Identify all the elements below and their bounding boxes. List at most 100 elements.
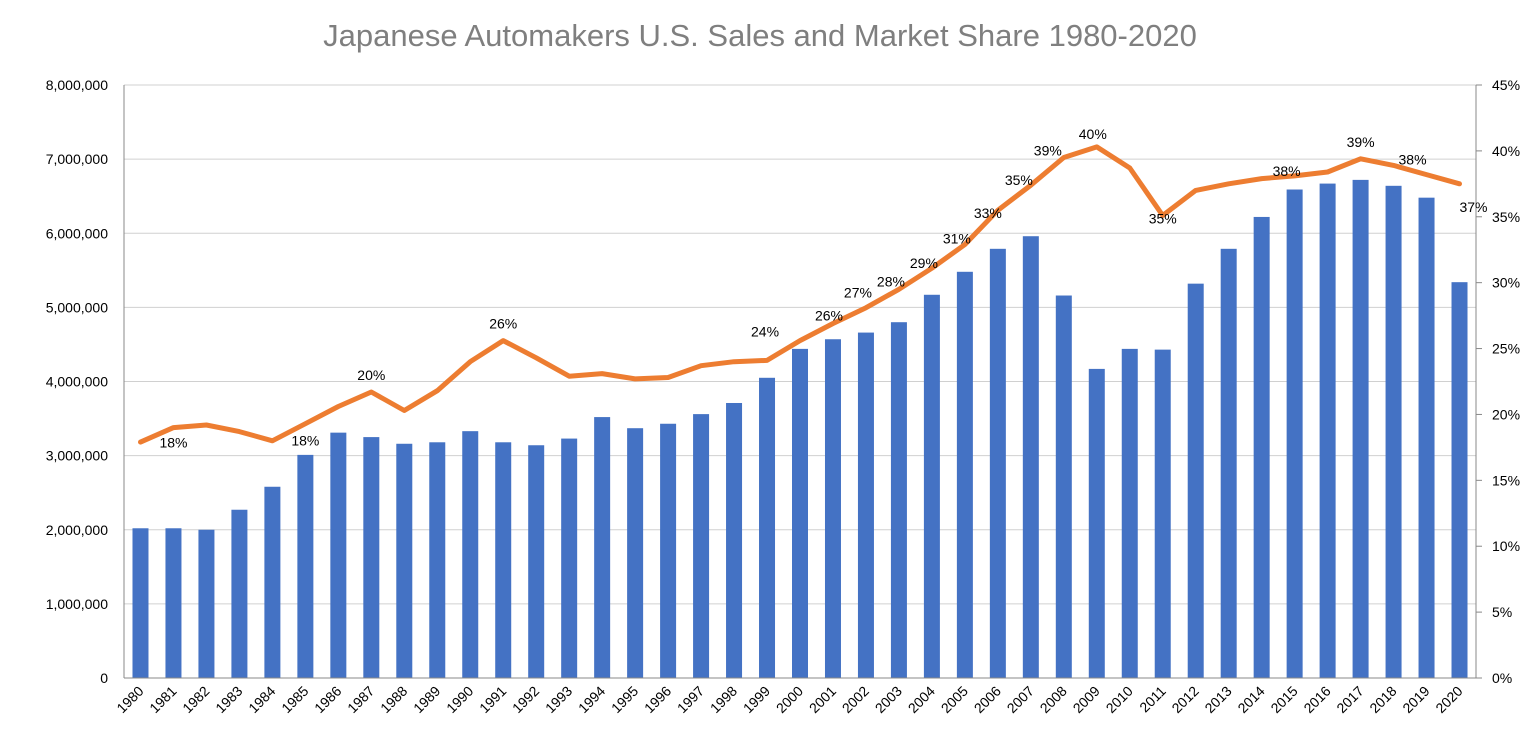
x-axis-tick-label: 2004 [905, 683, 938, 716]
x-axis-tick-label: 1999 [740, 683, 773, 716]
x-axis-tick-label: 2000 [773, 683, 806, 716]
left-axis-tick-label: 8,000,000 [46, 77, 108, 93]
data-label-2011: 35% [1149, 210, 1177, 226]
right-axis-tick-label: 25% [1492, 341, 1520, 357]
data-label-2019: 38% [1399, 152, 1427, 168]
right-axis-tick-label: 20% [1492, 406, 1520, 422]
data-label-2009: 40% [1079, 126, 1107, 142]
x-axis-tick-label: 2007 [1004, 683, 1037, 716]
data-label-2001: 26% [815, 308, 843, 324]
data-label-2007: 35% [1005, 172, 1033, 188]
data-label-2020: 37% [1459, 199, 1487, 215]
x-axis-tick-label: 1993 [542, 683, 575, 716]
bar-2008 [1056, 296, 1072, 678]
x-axis-tick-label: 1982 [179, 683, 212, 716]
bar-1988 [396, 444, 412, 678]
left-axis-tick-label: 7,000,000 [46, 151, 108, 167]
bar-1980 [132, 528, 148, 678]
bar-2013 [1221, 249, 1237, 678]
x-axis-tick-label: 1989 [410, 683, 443, 716]
bar-1983 [231, 510, 247, 678]
bar-2000 [792, 349, 808, 678]
bar-1999 [759, 378, 775, 678]
data-label-2004: 29% [910, 255, 938, 271]
x-axis-tick-label: 2011 [1136, 683, 1169, 716]
left-axis-tick-label: 6,000,000 [46, 225, 108, 241]
x-axis-tick-label: 2008 [1037, 683, 1070, 716]
right-axis-tick-label: 35% [1492, 209, 1520, 225]
x-axis-tick-label: 1985 [278, 683, 311, 716]
x-axis-tick-label: 1980 [113, 683, 146, 716]
left-axis-tick-label: 4,000,000 [46, 374, 108, 390]
bar-1993 [561, 439, 577, 678]
data-label-1985: 18% [291, 433, 319, 449]
bar-1996 [660, 424, 676, 678]
bar-2004 [924, 295, 940, 678]
bar-1985 [297, 455, 313, 678]
x-axis-tick-label: 2010 [1103, 683, 1136, 716]
x-axis-tick-label: 1983 [212, 683, 245, 716]
bar-2012 [1188, 284, 1204, 678]
bar-1991 [495, 442, 511, 678]
x-axis-tick-label: 1995 [608, 683, 641, 716]
right-axis-tick-label: 0% [1492, 670, 1512, 686]
right-axis-tick-label: 15% [1492, 472, 1520, 488]
x-axis-tick-label: 2018 [1366, 683, 1399, 716]
data-label-2005: 31% [943, 230, 971, 246]
bar-2007 [1023, 236, 1039, 678]
bar-2015 [1287, 190, 1303, 678]
x-axis-tick-label: 1991 [476, 683, 509, 716]
bar-2010 [1122, 349, 1138, 678]
bar-1982 [198, 530, 214, 678]
x-axis-tick-label: 2017 [1333, 683, 1366, 716]
left-axis-tick-label: 1,000,000 [46, 596, 108, 612]
bar-2019 [1419, 198, 1435, 678]
bar-1994 [594, 417, 610, 678]
data-label-1987: 20% [357, 367, 385, 383]
bar-2001 [825, 339, 841, 678]
data-label-1981: 18% [159, 435, 187, 451]
x-axis-tick-label: 2012 [1168, 683, 1201, 716]
right-axis-tick-label: 5% [1492, 604, 1512, 620]
x-axis-tick-label: 2016 [1300, 683, 1333, 716]
x-axis-tick-label: 2009 [1070, 683, 1103, 716]
chart-title: Japanese Automakers U.S. Sales and Marke… [323, 18, 1197, 53]
x-axis-tick-label: 1992 [509, 683, 542, 716]
x-axis-tick-label: 2006 [971, 683, 1004, 716]
bar-series [132, 180, 1467, 678]
data-label-2017: 39% [1347, 134, 1375, 150]
data-label-1999: 24% [751, 323, 779, 339]
bar-2006 [990, 249, 1006, 678]
x-axis-tick-label: 2003 [872, 683, 905, 716]
left-axis-tick-label: 0 [100, 670, 108, 686]
x-axis-tick-label: 1994 [575, 683, 608, 716]
right-axis-tick-label: 30% [1492, 275, 1520, 291]
bar-1989 [429, 442, 445, 678]
bar-1992 [528, 445, 544, 678]
x-axis-tick-label: 2013 [1201, 683, 1234, 716]
x-axis-tick-label: 1996 [641, 683, 674, 716]
bar-1995 [627, 428, 643, 678]
data-label-2008: 39% [1034, 142, 1062, 158]
data-label-2002: 27% [844, 285, 872, 301]
bar-1997 [693, 414, 709, 678]
right-axis-tick-label: 10% [1492, 538, 1520, 554]
x-axis-tick-label: 2015 [1267, 683, 1300, 716]
bar-2014 [1254, 217, 1270, 678]
data-label-2003: 28% [877, 273, 905, 289]
data-label-2015: 38% [1273, 163, 1301, 179]
bar-1990 [462, 431, 478, 678]
bar-1987 [363, 437, 379, 678]
x-axis-tick-label: 1998 [707, 683, 740, 716]
bar-1981 [165, 528, 181, 678]
x-axis-tick-label: 1988 [377, 683, 410, 716]
bar-1998 [726, 403, 742, 678]
x-axis-tick-label: 1986 [311, 683, 344, 716]
x-axis-tick-label: 1997 [674, 683, 707, 716]
bar-2005 [957, 272, 973, 678]
bar-2003 [891, 322, 907, 678]
left-axis-tick-label: 2,000,000 [46, 522, 108, 538]
x-axis-tick-label: 2020 [1432, 683, 1465, 716]
x-axis-tick-label: 2014 [1234, 683, 1267, 716]
